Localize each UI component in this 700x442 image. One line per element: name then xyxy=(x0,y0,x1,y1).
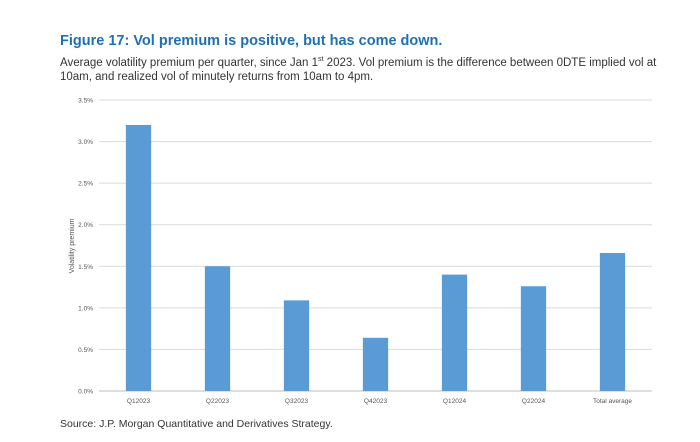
y-tick-label: 0.5% xyxy=(78,347,93,354)
y-tick-label: 3.5% xyxy=(78,98,93,105)
source-note: Source: J.P. Morgan Quantitative and Der… xyxy=(60,418,333,430)
y-axis-label: Volatility premium xyxy=(69,218,76,273)
x-tick-label: Q22023 xyxy=(206,398,230,405)
bar xyxy=(362,337,389,391)
figure-subtitle: Average volatility premium per quarter, … xyxy=(60,56,660,84)
y-tick-label: 2.5% xyxy=(78,181,93,188)
x-tick-labels: Q12023 Q22023 Q32023 Q42023 Q12024 Q22024 Tota… xyxy=(127,398,632,405)
y-tick-label: 1.5% xyxy=(78,264,93,271)
y-tick-label: 3.0% xyxy=(78,139,93,146)
y-tick-label: 1.0% xyxy=(78,305,93,312)
y-tick-labels: 0.0% 0.5% 1.0% 1.5% 2.0% 2.5% 3.0% 3.5% xyxy=(78,98,93,396)
subtitle-text-start: Average volatility premium per quarter, … xyxy=(60,57,319,69)
x-tick-label: Q32023 xyxy=(285,398,309,405)
x-tick-label: Q22024 xyxy=(522,398,546,405)
x-tick-label: Q12023 xyxy=(127,398,151,405)
figure-title: Figure 17: Vol premium is positive, but … xyxy=(60,33,443,49)
x-tick-label: Q42023 xyxy=(364,398,388,405)
x-tick-label: Total average xyxy=(593,398,632,405)
bar xyxy=(441,274,468,391)
y-tick-label: 0.0% xyxy=(78,389,93,396)
bar xyxy=(283,300,310,391)
subtitle-text-end: 2023. Vol premium is the difference betw… xyxy=(60,57,657,83)
bar xyxy=(520,286,547,391)
y-tick-label: 2.0% xyxy=(78,222,93,229)
subtitle-superscript: st xyxy=(318,56,324,64)
bars xyxy=(125,124,626,391)
bar xyxy=(125,124,152,391)
bar xyxy=(599,252,626,391)
bar xyxy=(204,266,231,391)
x-tick-label: Q12024 xyxy=(443,398,467,405)
